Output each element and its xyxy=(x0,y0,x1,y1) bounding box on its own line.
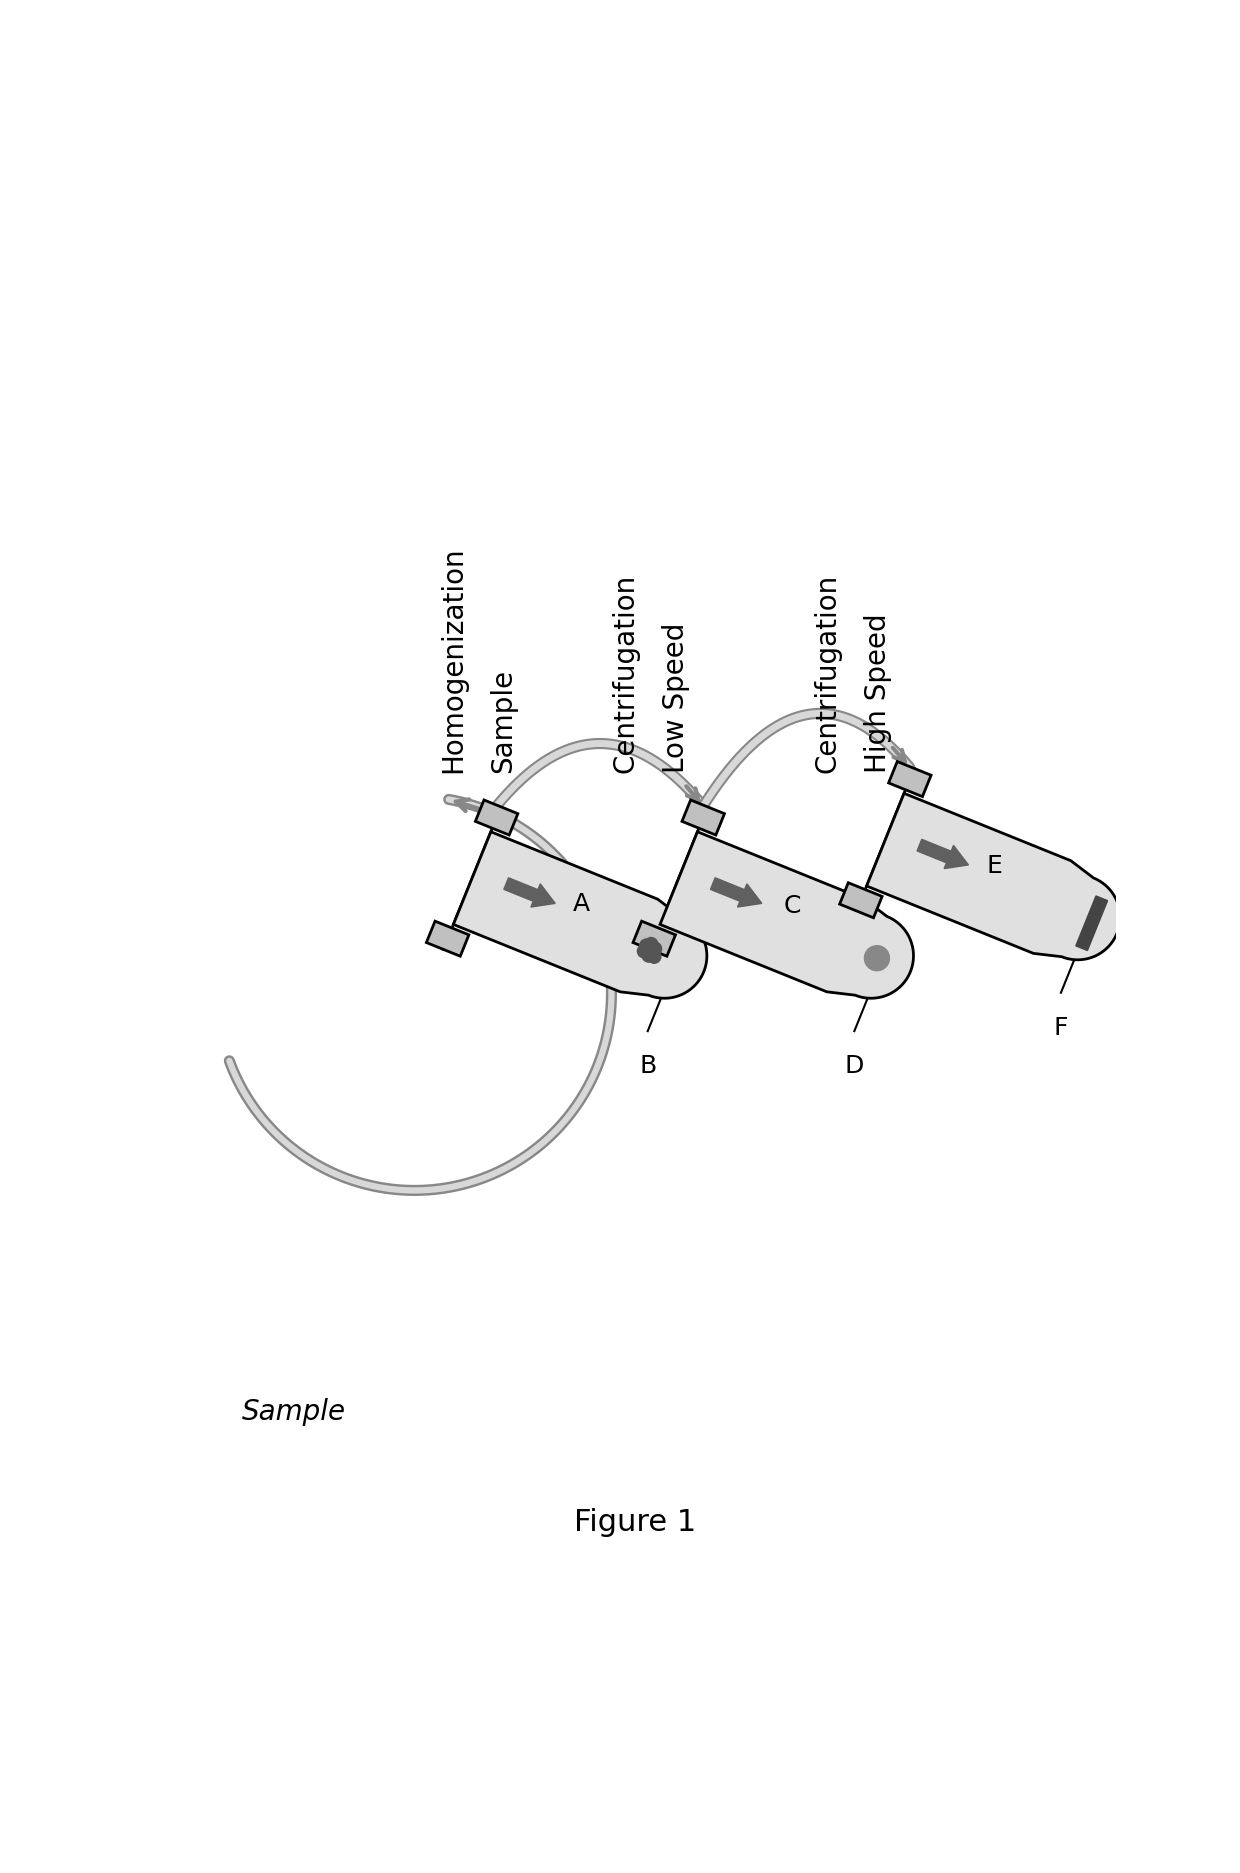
Text: Low Speed: Low Speed xyxy=(662,622,689,774)
Bar xyxy=(1076,897,1107,951)
Circle shape xyxy=(637,944,651,959)
Polygon shape xyxy=(682,800,724,835)
Text: Homogenization: Homogenization xyxy=(439,547,467,774)
Circle shape xyxy=(640,940,653,953)
Polygon shape xyxy=(839,884,882,918)
FancyArrow shape xyxy=(503,878,556,908)
Circle shape xyxy=(642,950,656,963)
Text: Figure 1: Figure 1 xyxy=(574,1508,697,1536)
Text: D: D xyxy=(844,1054,864,1077)
Polygon shape xyxy=(632,922,676,957)
Polygon shape xyxy=(867,794,1120,961)
Circle shape xyxy=(649,942,662,955)
Polygon shape xyxy=(660,832,914,998)
Circle shape xyxy=(647,950,661,965)
Polygon shape xyxy=(889,762,931,798)
Text: A: A xyxy=(573,892,590,916)
Text: F: F xyxy=(1054,1015,1068,1040)
Circle shape xyxy=(645,938,657,951)
Text: Sample: Sample xyxy=(242,1397,346,1425)
Text: E: E xyxy=(986,854,1002,878)
FancyArrow shape xyxy=(711,878,761,908)
Text: Sample: Sample xyxy=(489,669,517,774)
Polygon shape xyxy=(427,922,469,957)
Text: B: B xyxy=(639,1054,656,1077)
Text: Centrifugation: Centrifugation xyxy=(813,573,842,774)
Text: High Speed: High Speed xyxy=(864,614,892,774)
Polygon shape xyxy=(454,832,707,998)
Circle shape xyxy=(864,946,889,970)
Text: Centrifugation: Centrifugation xyxy=(611,573,640,774)
Polygon shape xyxy=(475,800,518,835)
Text: C: C xyxy=(784,893,801,918)
FancyArrow shape xyxy=(918,839,968,869)
